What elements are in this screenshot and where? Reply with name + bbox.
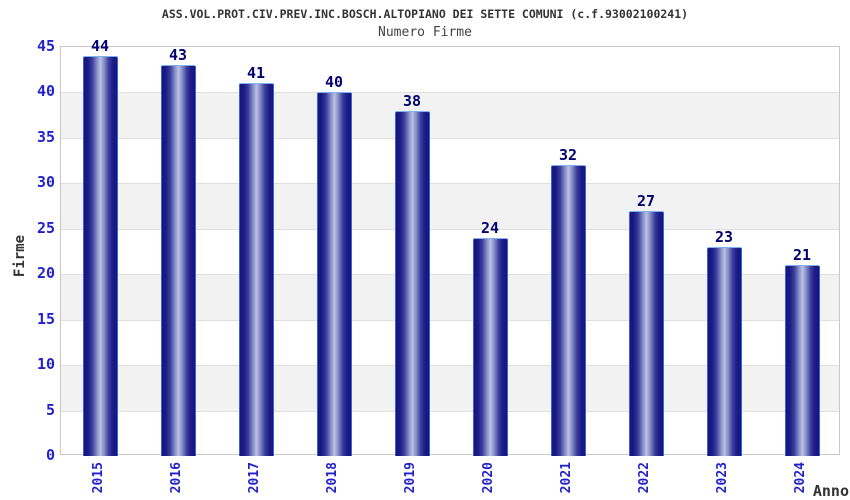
bar-2021	[550, 165, 586, 456]
bar-2018	[316, 92, 352, 456]
bar-2022	[628, 210, 664, 456]
bar-value-label: 41	[246, 64, 266, 83]
gridline	[61, 365, 839, 367]
gridline	[61, 183, 839, 185]
plot-area: 44 43 41 40 38 24 32 27 23 21	[60, 38, 840, 456]
bar-2016	[160, 65, 196, 456]
gridline	[61, 92, 839, 94]
y-tick-label: 0	[45, 446, 55, 464]
y-tick-label: 40	[36, 82, 55, 101]
x-axis-label: Anno	[812, 482, 849, 500]
bar-value-label: 21	[792, 246, 812, 265]
gridline	[61, 274, 839, 276]
bar-value-label: 38	[402, 91, 422, 110]
bar-2023	[706, 246, 742, 456]
x-tick-label: 2019	[403, 462, 418, 494]
bar-2024	[784, 265, 820, 456]
x-tick-label: 2016	[169, 462, 184, 494]
y-tick-label: 20	[36, 264, 55, 283]
bar-2020	[472, 237, 508, 456]
bar-2015	[82, 56, 118, 456]
y-tick-label: 10	[36, 355, 55, 374]
x-tick-label: 2015	[91, 462, 106, 494]
y-tick-label: 25	[36, 218, 55, 237]
x-tick-label: 2024	[793, 462, 808, 494]
y-tick-label: 45	[36, 37, 55, 55]
chart-title: ASS.VOL.PROT.CIV.PREV.INC.BOSCH.ALTOPIAN…	[161, 7, 689, 21]
y-tick-label: 5	[45, 400, 55, 419]
bar-value-label: 23	[714, 227, 734, 246]
gridline	[61, 137, 839, 139]
bar-value-label: 24	[480, 218, 500, 237]
bar-value-label: 40	[324, 73, 344, 92]
x-tick-label: 2017	[247, 462, 262, 494]
bar-value-label: 43	[168, 46, 188, 65]
bar-2019	[394, 110, 430, 456]
x-tick-label: 2020	[481, 462, 496, 494]
bar-value-label: 32	[558, 146, 578, 165]
y-tick-label: 30	[36, 173, 55, 192]
x-tick-label: 2018	[325, 462, 340, 494]
x-tick-label: 2023	[715, 462, 730, 494]
x-tick-label: 2021	[559, 462, 574, 494]
bar-2017	[238, 83, 274, 456]
y-tick-label: 35	[36, 127, 55, 146]
chart-subtitle: Numero Firme	[378, 25, 472, 40]
y-tick-label: 15	[36, 309, 55, 328]
gridline	[61, 319, 839, 321]
gridline	[61, 410, 839, 412]
x-tick-label: 2022	[637, 462, 652, 494]
gridline	[61, 228, 839, 230]
bar-value-label: 27	[636, 191, 656, 210]
bar-value-label: 44	[90, 37, 110, 56]
